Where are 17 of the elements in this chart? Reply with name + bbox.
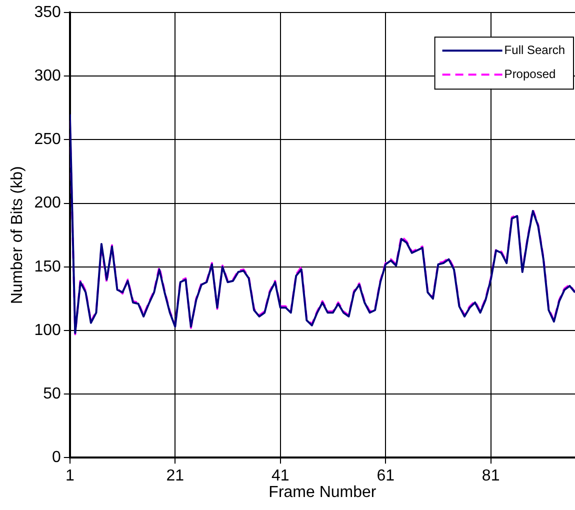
x-tick-label: 81 xyxy=(482,468,500,485)
y-tick-label: 150 xyxy=(34,258,61,276)
x-tick-label: 41 xyxy=(271,468,290,485)
x-tick-label: 61 xyxy=(376,468,395,485)
legend-label: Full Search xyxy=(504,42,566,57)
x-tick-label: 1 xyxy=(65,468,74,485)
y-tick-label: 200 xyxy=(34,194,61,212)
y-tick-label: 0 xyxy=(52,449,61,466)
x-tick-label: 21 xyxy=(166,468,184,485)
y-axis-title: Number of Bits (kb) xyxy=(9,166,26,304)
y-tick-label: 300 xyxy=(34,68,61,85)
legend-label: Proposed xyxy=(504,66,556,81)
x-axis-title: Frame Number xyxy=(268,484,377,501)
y-tick-label: 100 xyxy=(34,322,61,339)
y-tick-label: 350 xyxy=(34,4,61,22)
y-tick-label: 250 xyxy=(34,131,61,148)
y-tick-label: 50 xyxy=(43,385,61,402)
